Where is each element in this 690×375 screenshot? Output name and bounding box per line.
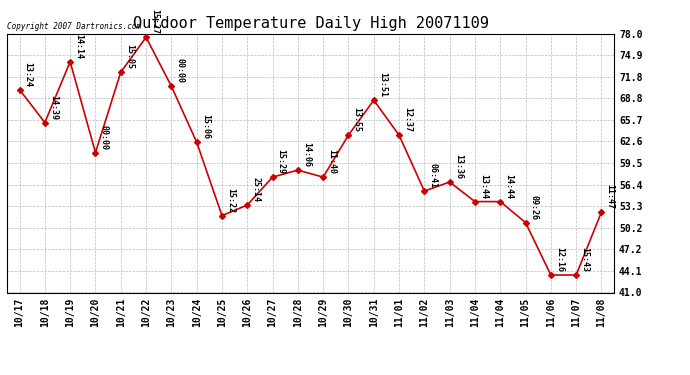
Text: 25:14: 25:14 (251, 177, 260, 202)
Text: 00:00: 00:00 (175, 58, 184, 83)
Text: 14:14: 14:14 (75, 34, 83, 59)
Text: Copyright 2007 Dartronics.com: Copyright 2007 Dartronics.com (7, 22, 141, 31)
Text: 14:39: 14:39 (49, 95, 58, 120)
Text: 15:05: 15:05 (125, 44, 134, 69)
Text: 11:40: 11:40 (327, 149, 336, 174)
Text: 13:51: 13:51 (378, 72, 387, 98)
Text: 15:29: 15:29 (277, 149, 286, 174)
Text: 13:36: 13:36 (454, 154, 463, 179)
Text: 09:26: 09:26 (530, 195, 539, 220)
Text: 15:43: 15:43 (580, 247, 589, 272)
Text: 13:24: 13:24 (23, 62, 32, 87)
Text: 15:22: 15:22 (226, 188, 235, 213)
Text: 11:47: 11:47 (606, 184, 615, 209)
Text: 13:44: 13:44 (479, 174, 488, 199)
Text: 14:06: 14:06 (302, 142, 311, 167)
Text: 12:16: 12:16 (555, 247, 564, 272)
Text: 06:41: 06:41 (428, 164, 437, 188)
Text: 14:44: 14:44 (504, 174, 513, 199)
Text: 00:00: 00:00 (99, 125, 108, 150)
Text: 13:55: 13:55 (353, 107, 362, 132)
Text: 12:37: 12:37 (403, 107, 412, 132)
Title: Outdoor Temperature Daily High 20071109: Outdoor Temperature Daily High 20071109 (132, 16, 489, 31)
Text: 15:06: 15:06 (201, 114, 210, 140)
Text: 15:27: 15:27 (150, 9, 159, 34)
